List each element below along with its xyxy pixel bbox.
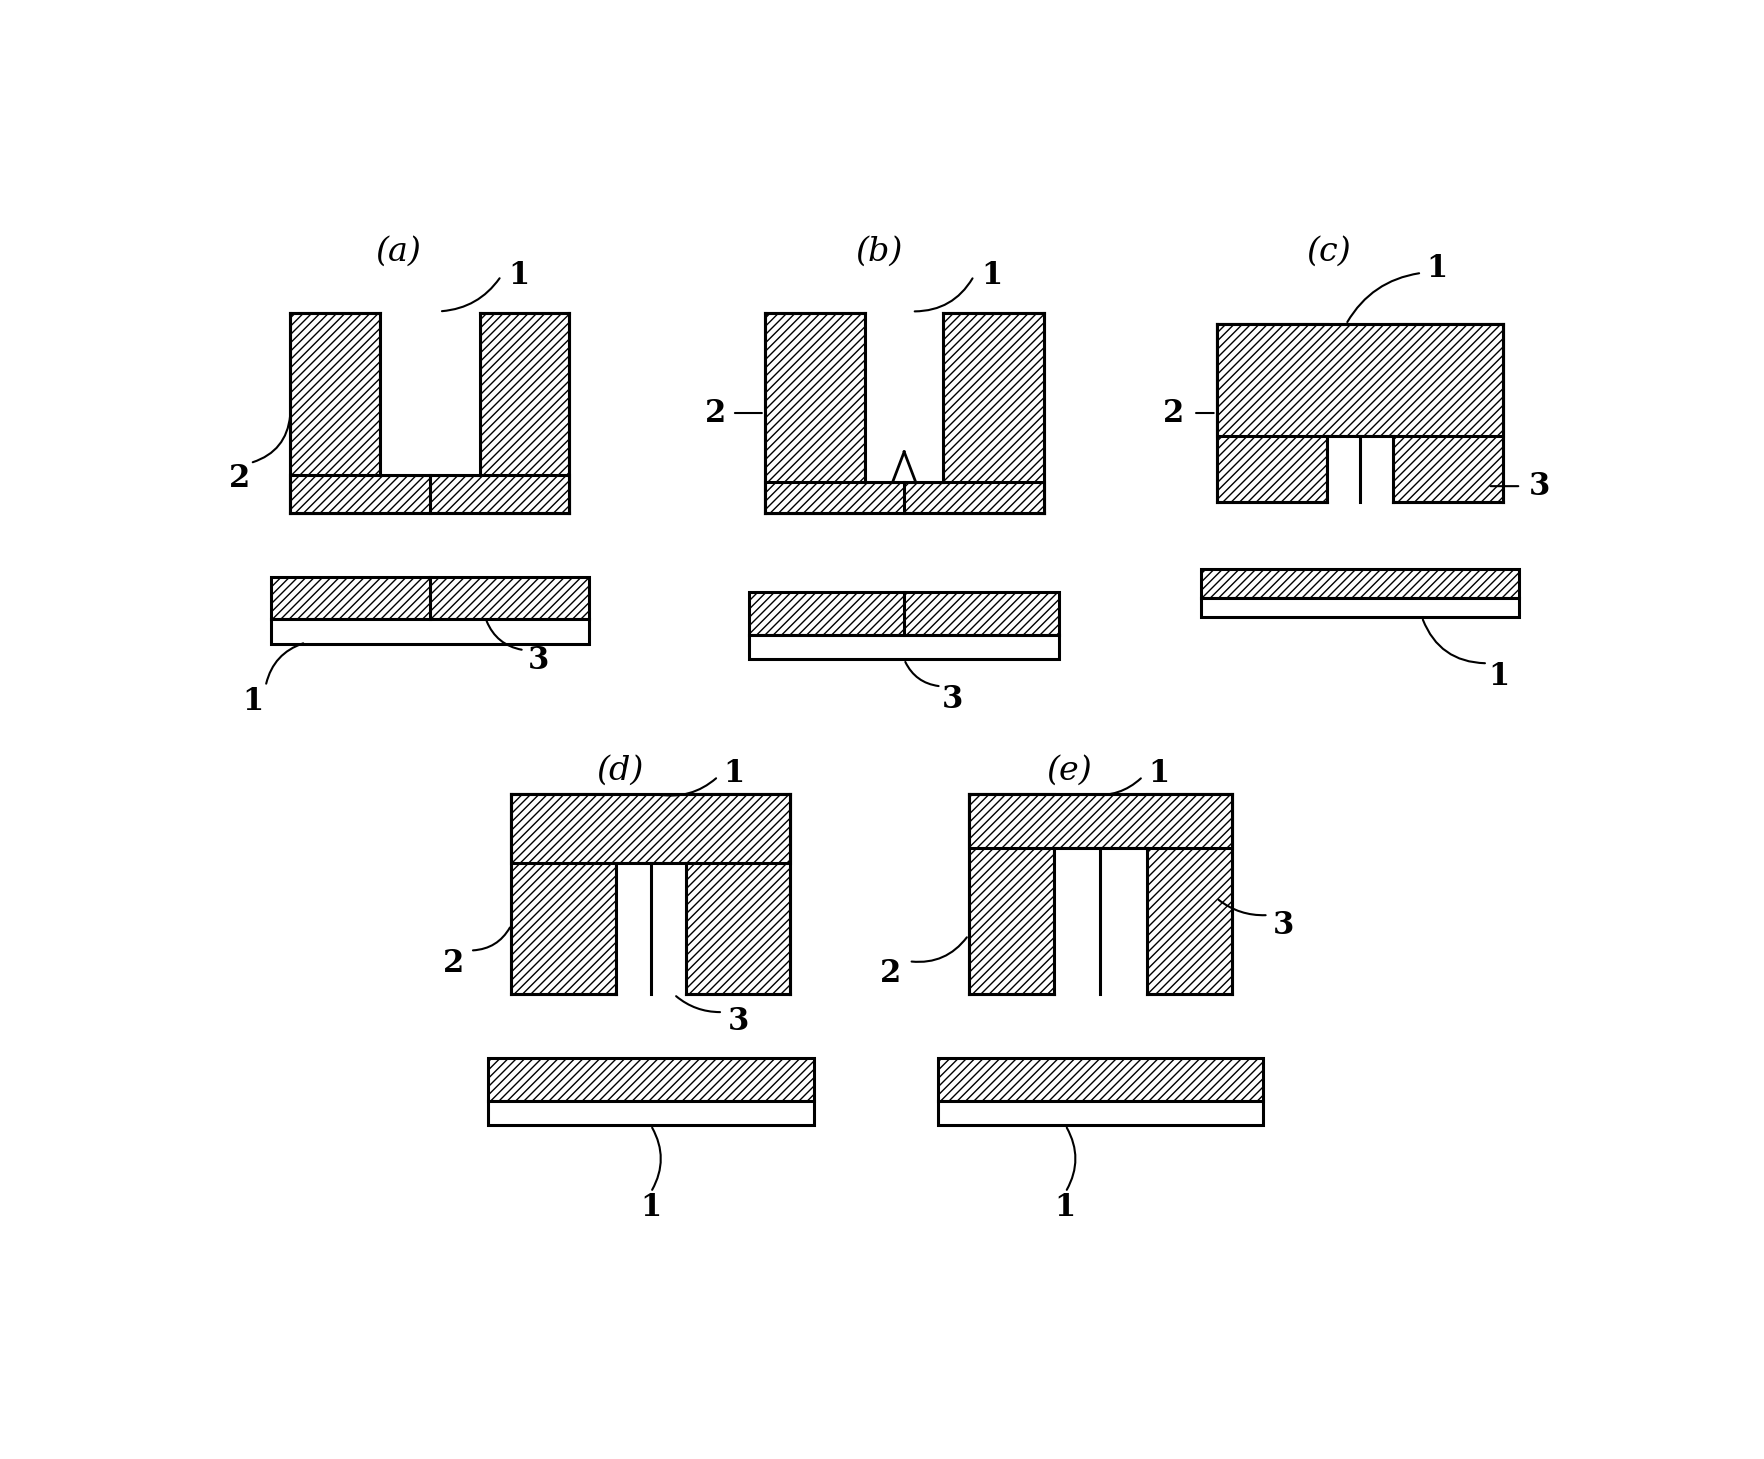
Text: 1: 1 [1425,252,1446,283]
Text: 2: 2 [880,959,901,989]
Text: 3: 3 [527,645,549,677]
Text: 1: 1 [1055,1192,1076,1223]
Bar [937,1058,1263,1100]
Bar [480,312,570,514]
Text: 2: 2 [229,463,250,495]
Bar [272,620,589,643]
Bar [684,794,790,995]
Text: 1: 1 [242,686,263,718]
Bar [937,1100,1263,1125]
Text: 3: 3 [1528,471,1549,502]
Bar [1053,848,1147,995]
Bar [764,312,864,514]
Bar [487,1058,813,1100]
Bar [968,794,1231,848]
Bar [616,864,684,995]
Text: 2: 2 [1162,397,1184,429]
Bar [748,592,1058,635]
Text: 3: 3 [942,684,963,715]
Bar [379,312,480,474]
Text: (a): (a) [376,235,422,267]
Bar [1215,324,1503,436]
Bar [512,794,790,864]
Bar [1200,598,1517,617]
Text: 1: 1 [1489,661,1508,692]
Text: (e): (e) [1046,756,1092,786]
Bar [1147,794,1231,995]
Text: 3: 3 [1272,909,1293,941]
Text: (b): (b) [856,235,903,267]
Text: 3: 3 [727,1005,748,1037]
Text: 1: 1 [723,757,744,789]
Text: 1: 1 [981,261,1002,292]
Bar [487,1100,813,1125]
Bar [291,474,570,514]
Bar [1200,569,1517,598]
Bar [291,312,379,514]
Bar [1327,436,1392,502]
Text: (d): (d) [596,756,644,786]
Bar [1215,324,1327,502]
Text: 1: 1 [1147,757,1168,789]
Text: 1: 1 [640,1192,662,1223]
Bar [1392,324,1503,502]
Bar [748,635,1058,659]
Bar [864,312,942,483]
Text: 2: 2 [704,397,725,429]
Text: 1: 1 [508,261,529,292]
Bar [968,794,1053,995]
Text: 2: 2 [443,948,464,979]
Bar [512,794,616,995]
Bar [764,483,1043,514]
Text: (c): (c) [1305,235,1351,267]
Bar [942,312,1043,514]
Bar [272,576,589,620]
